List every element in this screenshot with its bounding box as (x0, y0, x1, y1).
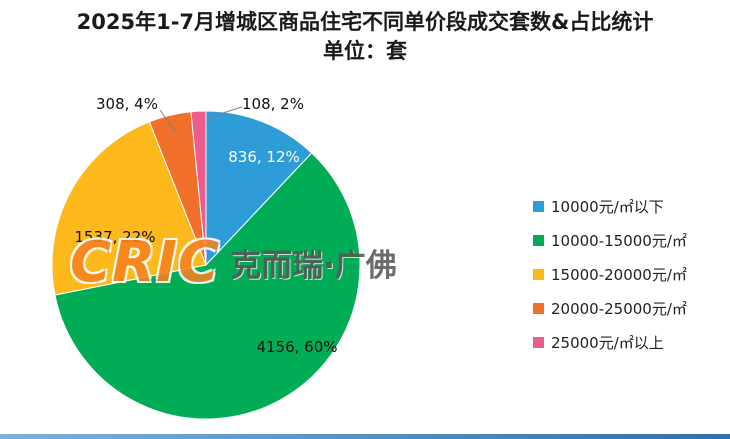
chart-unit-label: 单位：套 (323, 39, 407, 63)
data-label-20000-25000: 308, 4% (96, 95, 158, 113)
legend-label-15000-20000: 15000-20000元/㎡ (551, 266, 687, 284)
legend-item-10000-15000: 10000-15000元/㎡ (533, 230, 687, 251)
legend-swatch-20000-25000 (533, 303, 544, 314)
chart-title: 2025年1-7月增城区商品住宅不同单价段成交套数&占比统计 (76, 10, 654, 34)
leader-line-over-25000 (206, 106, 243, 119)
legend-item-over-25000: 25000元/㎡以上 (533, 332, 687, 353)
legend-item-under-10000: 10000元/㎡以下 (533, 196, 687, 217)
legend-item-15000-20000: 15000-20000元/㎡ (533, 264, 687, 285)
legend-label-under-10000: 10000元/㎡以下 (551, 198, 664, 216)
pie-slice-0 (205, 110, 313, 267)
legend-swatch-over-25000 (533, 337, 544, 348)
legend-label-10000-15000: 10000-15000元/㎡ (551, 232, 687, 250)
legend-item-20000-25000: 20000-25000元/㎡ (533, 298, 687, 319)
legend-label-over-25000: 25000元/㎡以上 (551, 334, 664, 352)
pie-slice-2 (51, 121, 207, 296)
pie-slices-group (51, 110, 361, 420)
legend: 10000元/㎡以下 10000-15000元/㎡ 15000-20000元/㎡… (533, 196, 687, 353)
legend-swatch-under-10000 (533, 201, 544, 212)
data-label-10000-15000: 4156, 60% (256, 338, 338, 356)
legend-swatch-15000-20000 (533, 269, 544, 280)
legend-swatch-10000-15000 (533, 235, 544, 246)
pie-slice-1 (54, 152, 361, 420)
data-label-under-10000: 836, 12% (228, 148, 300, 166)
bottom-accent-bar (0, 434, 730, 439)
data-label-15000-20000: 1537, 22% (74, 228, 156, 246)
legend-label-20000-25000: 20000-25000元/㎡ (551, 300, 687, 318)
pie-slice-4 (190, 110, 207, 266)
leader-line-20000-25000 (159, 109, 178, 135)
data-label-over-25000: 108, 2% (242, 95, 304, 113)
chart-title-block: 2025年1-7月增城区商品住宅不同单价段成交套数&占比统计 单位：套 (0, 8, 730, 66)
